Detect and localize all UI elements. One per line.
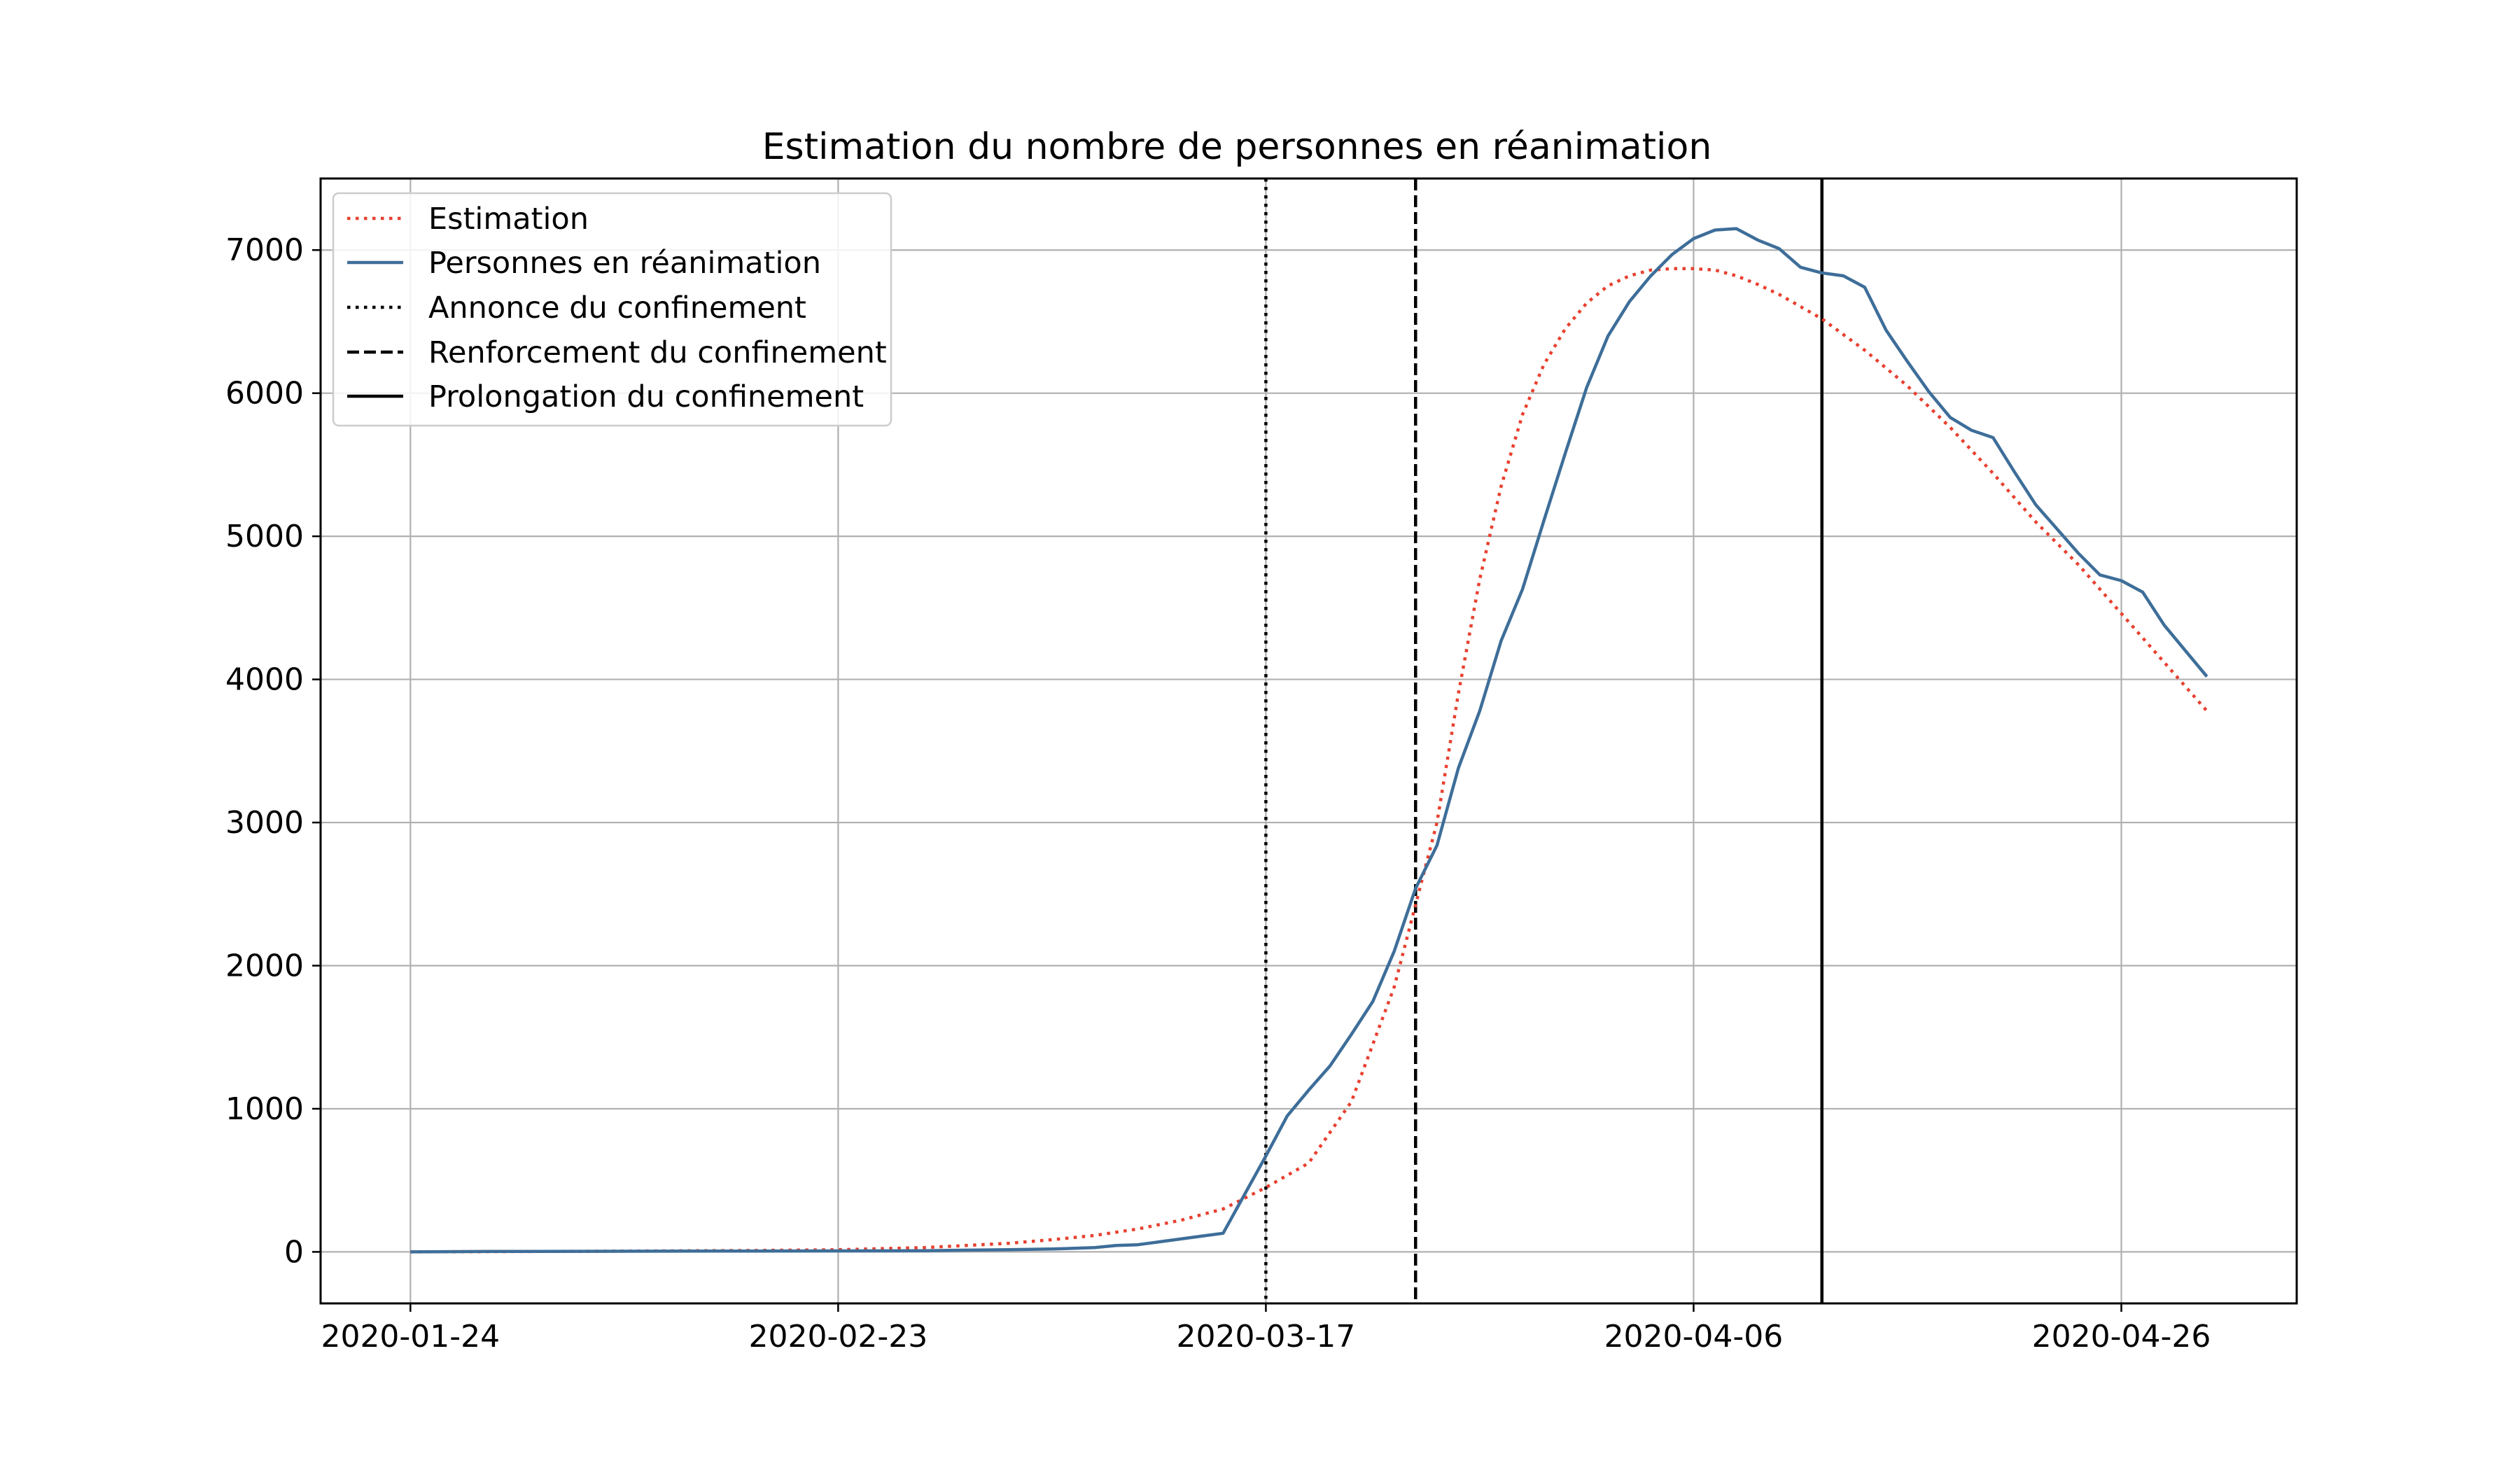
chart-title: Estimation du nombre de personnes en réa… bbox=[762, 126, 1712, 168]
y-tick-label: 6000 bbox=[225, 376, 304, 412]
x-tick-label: 2020-04-26 bbox=[2032, 1319, 2211, 1354]
y-tick-label: 5000 bbox=[225, 519, 304, 554]
series-line-estimation bbox=[410, 267, 2208, 1254]
legend-label-renforcement: Renforcement du confinement bbox=[428, 335, 887, 370]
legend-label-annonce: Annonce du confinement bbox=[428, 290, 806, 326]
plot-frame bbox=[319, 177, 2298, 1305]
y-tick-label: 2000 bbox=[225, 948, 304, 983]
y-tick-label: 4000 bbox=[225, 662, 304, 698]
legend-label-reanimation: Personnes en réanimation bbox=[428, 246, 821, 281]
y-tick-label: 0 bbox=[284, 1234, 304, 1270]
y-axis: 0 1000 2000 3000 4000 5000 6000 7000 bbox=[225, 232, 321, 1270]
y-tick-label: 3000 bbox=[225, 805, 304, 841]
y-tick-label: 7000 bbox=[225, 232, 304, 268]
y-tick-label: 1000 bbox=[225, 1091, 304, 1127]
x-tick-label: 2020-01-24 bbox=[321, 1319, 500, 1354]
legend-label-estimation: Estimation bbox=[428, 202, 589, 237]
x-axis: 2020-01-24 2020-02-23 2020-03-17 2020-04-06… bbox=[321, 1303, 2211, 1354]
x-tick-label: 2020-03-17 bbox=[1177, 1319, 1356, 1354]
legend: Estimation Personnes en réanimation Anno… bbox=[332, 192, 892, 427]
vertical-lines bbox=[1264, 178, 1823, 1303]
x-tick-label: 2020-04-06 bbox=[1604, 1319, 1784, 1354]
legend-box bbox=[332, 192, 892, 427]
series-group bbox=[410, 227, 2208, 1254]
x-tick-label: 2020-02-23 bbox=[748, 1319, 927, 1354]
legend-label-prolongation: Prolongation du confinement bbox=[428, 379, 864, 414]
series-line-personnes-en-reanimation bbox=[410, 227, 2208, 1254]
